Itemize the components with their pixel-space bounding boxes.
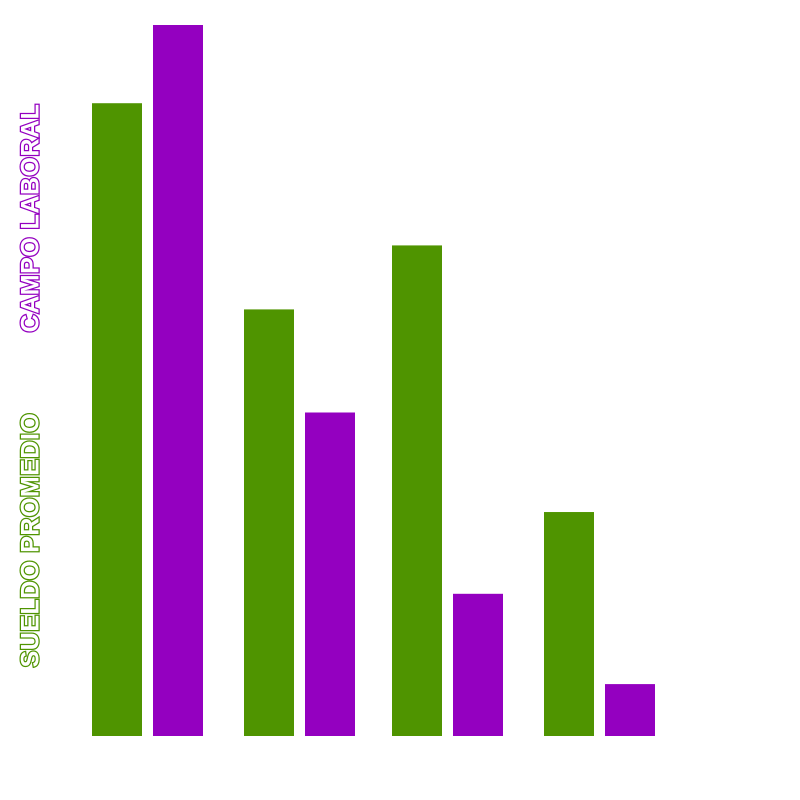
legend-label-campo-laboral: CAMPO LABORAL [15, 102, 46, 333]
bar-sueldo-promedio-3 [392, 245, 442, 736]
bar-sueldo-promedio-4 [544, 512, 594, 736]
bar-sueldo-promedio-2 [244, 309, 294, 736]
bar-campo-laboral-3 [453, 593, 503, 736]
bar-campo-laboral-2 [305, 412, 355, 736]
legend-label-sueldo-promedio: SUELDO PROMEDIO [15, 411, 46, 668]
bar-sueldo-promedio-1 [92, 103, 142, 736]
bar-campo-laboral-4 [605, 684, 655, 736]
bar-campo-laboral-1 [153, 25, 203, 736]
